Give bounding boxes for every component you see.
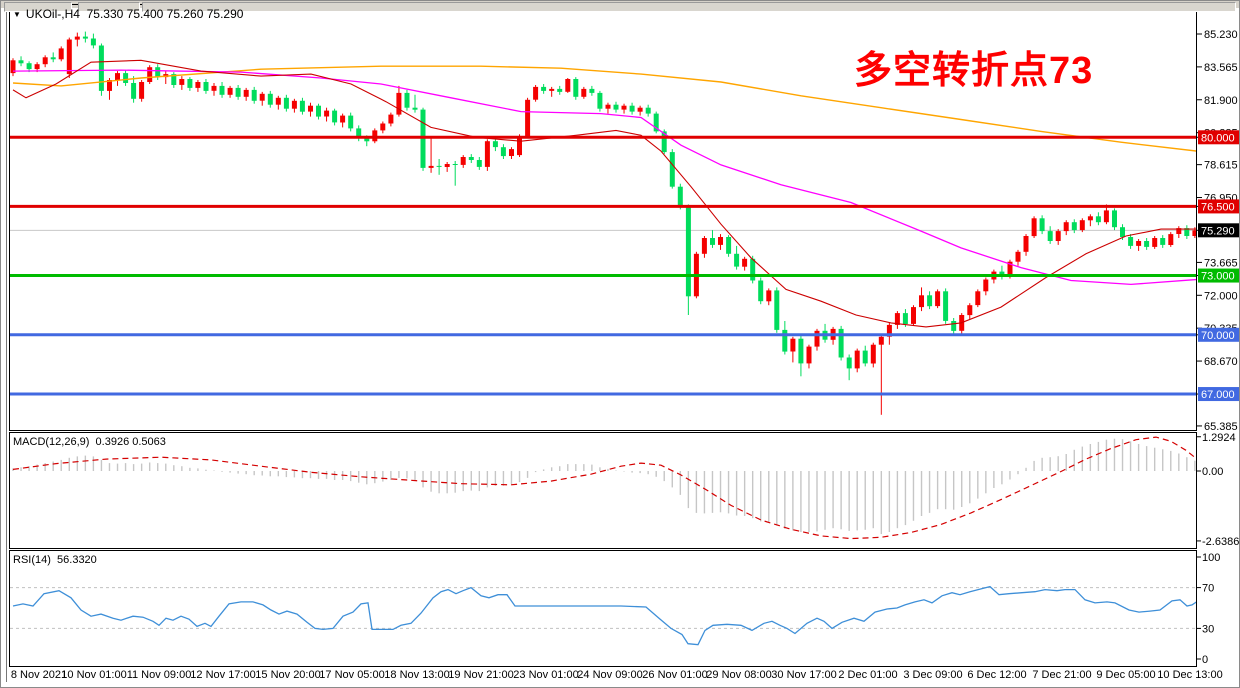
- svg-text:73.000: 73.000: [1201, 271, 1235, 283]
- macd-values: 0.3926 0.5063: [95, 436, 166, 448]
- svg-text:29 Nov 08:00: 29 Nov 08:00: [706, 669, 771, 681]
- svg-text:70.000: 70.000: [1201, 330, 1235, 342]
- svg-text:26 Nov 01:00: 26 Nov 01:00: [642, 669, 707, 681]
- main-price-panel[interactable]: [10, 31, 1197, 415]
- svg-text:0.00: 0.00: [1202, 466, 1223, 478]
- rsi-axis: 100 70 30 0: [1197, 552, 1220, 666]
- svg-text:78.615: 78.615: [1204, 160, 1238, 172]
- svg-text:73.665: 73.665: [1204, 257, 1238, 269]
- svg-text:18 Nov 13:00: 18 Nov 13:00: [384, 669, 449, 681]
- symbol-label: UKOil-,H4: [25, 7, 80, 21]
- svg-text:15 Nov 20:00: 15 Nov 20:00: [255, 669, 320, 681]
- svg-text:3 Dec 09:00: 3 Dec 09:00: [903, 669, 962, 681]
- svg-text:80.000: 80.000: [1201, 132, 1235, 144]
- svg-text:68.670: 68.670: [1204, 356, 1238, 368]
- status-segment: [4, 2, 72, 12]
- macd-name: MACD(12,26,9): [13, 436, 90, 448]
- macd-signal-line: [12, 436, 1196, 540]
- svg-text:83.565: 83.565: [1204, 62, 1238, 74]
- macd-panel[interactable]: [12, 436, 1196, 540]
- svg-text:1.2924: 1.2924: [1202, 432, 1236, 444]
- svg-text:10 Dec 13:00: 10 Dec 13:00: [1157, 669, 1222, 681]
- svg-text:81.900: 81.900: [1204, 95, 1238, 107]
- svg-text:30 Nov 17:00: 30 Nov 17:00: [771, 669, 836, 681]
- price-axis[interactable]: 85.23083.56581.90080.23578.61576.95073.6…: [1197, 29, 1240, 433]
- ohlc-values: 75.330 75.400 75.260 75.290: [86, 7, 244, 21]
- svg-text:0: 0: [1202, 654, 1208, 666]
- svg-text:85.230: 85.230: [1204, 29, 1238, 41]
- svg-text:19 Nov 21:00: 19 Nov 21:00: [448, 669, 513, 681]
- svg-text:30: 30: [1202, 623, 1214, 635]
- svg-text:12 Nov 17:00: 12 Nov 17:00: [190, 669, 255, 681]
- chinese-annotation-text[interactable]: 多空转折点73: [854, 50, 1094, 92]
- dropdown-arrow-icon[interactable]: ▼: [13, 10, 21, 19]
- svg-text:9 Dec 05:00: 9 Dec 05:00: [1096, 669, 1155, 681]
- svg-text:100: 100: [1202, 552, 1220, 564]
- svg-text:-2.6386: -2.6386: [1202, 536, 1239, 548]
- svg-text:10 Nov 01:00: 10 Nov 01:00: [61, 669, 126, 681]
- svg-text:8 Nov 2021: 8 Nov 2021: [11, 669, 67, 681]
- ma-slow-line: [12, 65, 1196, 152]
- rsi-panel[interactable]: [10, 585, 1197, 646]
- svg-text:11 Nov 09:00: 11 Nov 09:00: [127, 669, 192, 681]
- macd-axis: 1.2924 0.00 -2.6386: [1197, 432, 1239, 548]
- svg-text:72.000: 72.000: [1204, 290, 1238, 302]
- status-segment: [78, 2, 140, 12]
- ma-mid-line: [12, 69, 1196, 286]
- status-bar: [1, 1, 1239, 12]
- rsi-value: 56.3320: [57, 554, 97, 566]
- ma-fast-line: [12, 59, 1196, 328]
- rsi-indicator-label: RSI(14) 56.3320: [13, 554, 97, 566]
- rsi-name: RSI(14): [13, 554, 51, 566]
- rsi-line: [12, 585, 1196, 646]
- svg-text:7 Dec 21:00: 7 Dec 21:00: [1032, 669, 1091, 681]
- svg-text:24 Nov 09:00: 24 Nov 09:00: [577, 669, 642, 681]
- status-segment: [142, 2, 1236, 12]
- svg-text:23 Nov 01:00: 23 Nov 01:00: [513, 669, 578, 681]
- macd-indicator-label: MACD(12,26,9) 0.3926 0.5063: [13, 436, 166, 448]
- svg-text:75.290: 75.290: [1201, 225, 1235, 237]
- chart-title: ▼ UKOil-,H4 75.330 75.400 75.260 75.290: [13, 7, 243, 21]
- svg-text:65.385: 65.385: [1204, 421, 1238, 433]
- svg-text:67.000: 67.000: [1201, 389, 1235, 401]
- svg-text:17 Nov 05:00: 17 Nov 05:00: [319, 669, 384, 681]
- svg-text:76.500: 76.500: [1201, 201, 1235, 213]
- svg-text:6 Dec 12:00: 6 Dec 12:00: [967, 669, 1026, 681]
- svg-text:70: 70: [1202, 583, 1214, 595]
- svg-text:2 Dec 01:00: 2 Dec 01:00: [838, 669, 897, 681]
